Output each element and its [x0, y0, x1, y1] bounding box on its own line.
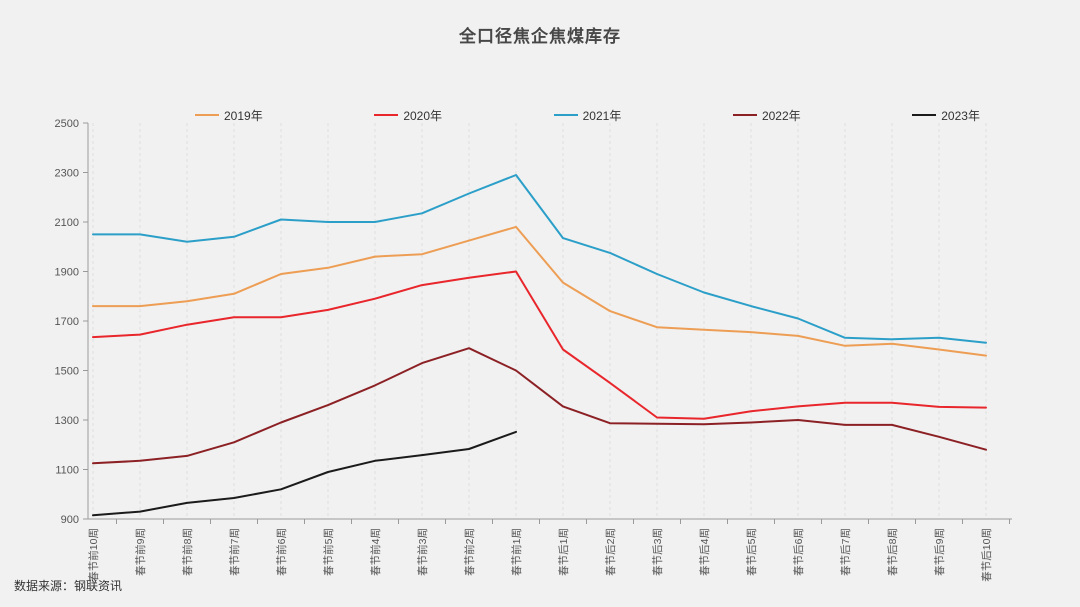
- series-line-2023年: [92, 430, 517, 517]
- x-axis-label: 春节后1周: [558, 528, 570, 576]
- y-axis-tick-label: 2100: [55, 217, 79, 229]
- legend-label: 2022年: [761, 108, 801, 123]
- legend-item-2019[interactable]: 2019年: [195, 107, 263, 124]
- x-axis-label: 春节后5周: [746, 528, 758, 576]
- x-axis-label: 春节后10周: [981, 528, 993, 582]
- x-axis-label: 春节前9周: [134, 528, 147, 576]
- legend-label: 2023年: [941, 108, 980, 123]
- chart-title: 全口径焦企焦煤库存: [459, 27, 621, 46]
- x-axis-label: 春节后4周: [699, 528, 711, 576]
- y-axis-tick-label: 1900: [55, 267, 79, 279]
- y-axis-tick-label: 1300: [55, 415, 79, 427]
- y-axis-tick-label: 900: [61, 514, 79, 526]
- legend-item-2021[interactable]: 2021年: [553, 107, 622, 124]
- legend-label: 2019年: [224, 108, 263, 123]
- legend: 2019年 2020年 2021年 2022年 2023年: [195, 106, 980, 124]
- legend-item-2020[interactable]: 2020年: [374, 107, 442, 124]
- y-axis-tick-label: 1500: [55, 366, 79, 378]
- y-axis-tick-label: 1700: [55, 316, 79, 328]
- series-line-2020年: [92, 270, 987, 420]
- legend-line-swatch: [912, 114, 937, 116]
- legend-line-swatch: [195, 114, 219, 116]
- x-axis-label: 春节前7周: [228, 528, 241, 576]
- series-line-2019年: [92, 225, 987, 357]
- legend-item-2023[interactable]: 2023年: [912, 107, 980, 124]
- x-axis-label: 春节后6周: [793, 528, 805, 576]
- y-axis-tick-label: 1100: [55, 465, 79, 477]
- source-label: 数据来源：钢联资讯: [14, 579, 123, 593]
- legend-line-swatch: [732, 114, 757, 116]
- x-axis-label: 春节后3周: [652, 528, 664, 576]
- x-axis-label: 春节前5周: [322, 528, 335, 576]
- legend-label: 2021年: [582, 108, 622, 123]
- x-axis-label: 春节前6周: [275, 528, 288, 576]
- x-axis-label: 春节后7周: [840, 528, 852, 576]
- x-axis-label: 春节前4周: [369, 528, 382, 576]
- x-axis-label: 春节后8周: [887, 528, 899, 576]
- x-axis-label: 春节后9周: [934, 528, 946, 576]
- x-axis-label: 春节前1周: [510, 528, 523, 576]
- legend-item-2022[interactable]: 2022年: [732, 107, 801, 124]
- y-axis-tick-label: 2500: [55, 118, 79, 130]
- series-line-2021年: [92, 174, 987, 344]
- x-axis-label: 春节前10周: [87, 528, 100, 582]
- legend-line-swatch: [374, 114, 399, 116]
- x-axis-label: 春节后2周: [605, 528, 617, 576]
- x-axis-label: 春节前2周: [463, 528, 476, 576]
- series-line-2022年: [92, 347, 987, 465]
- y-axis-tick-label: 2300: [55, 168, 79, 180]
- x-axis-label: 春节前8周: [181, 528, 194, 576]
- legend-label: 2020年: [403, 108, 443, 123]
- x-axis-label: 春节前3周: [416, 528, 429, 576]
- legend-line-swatch: [553, 114, 578, 116]
